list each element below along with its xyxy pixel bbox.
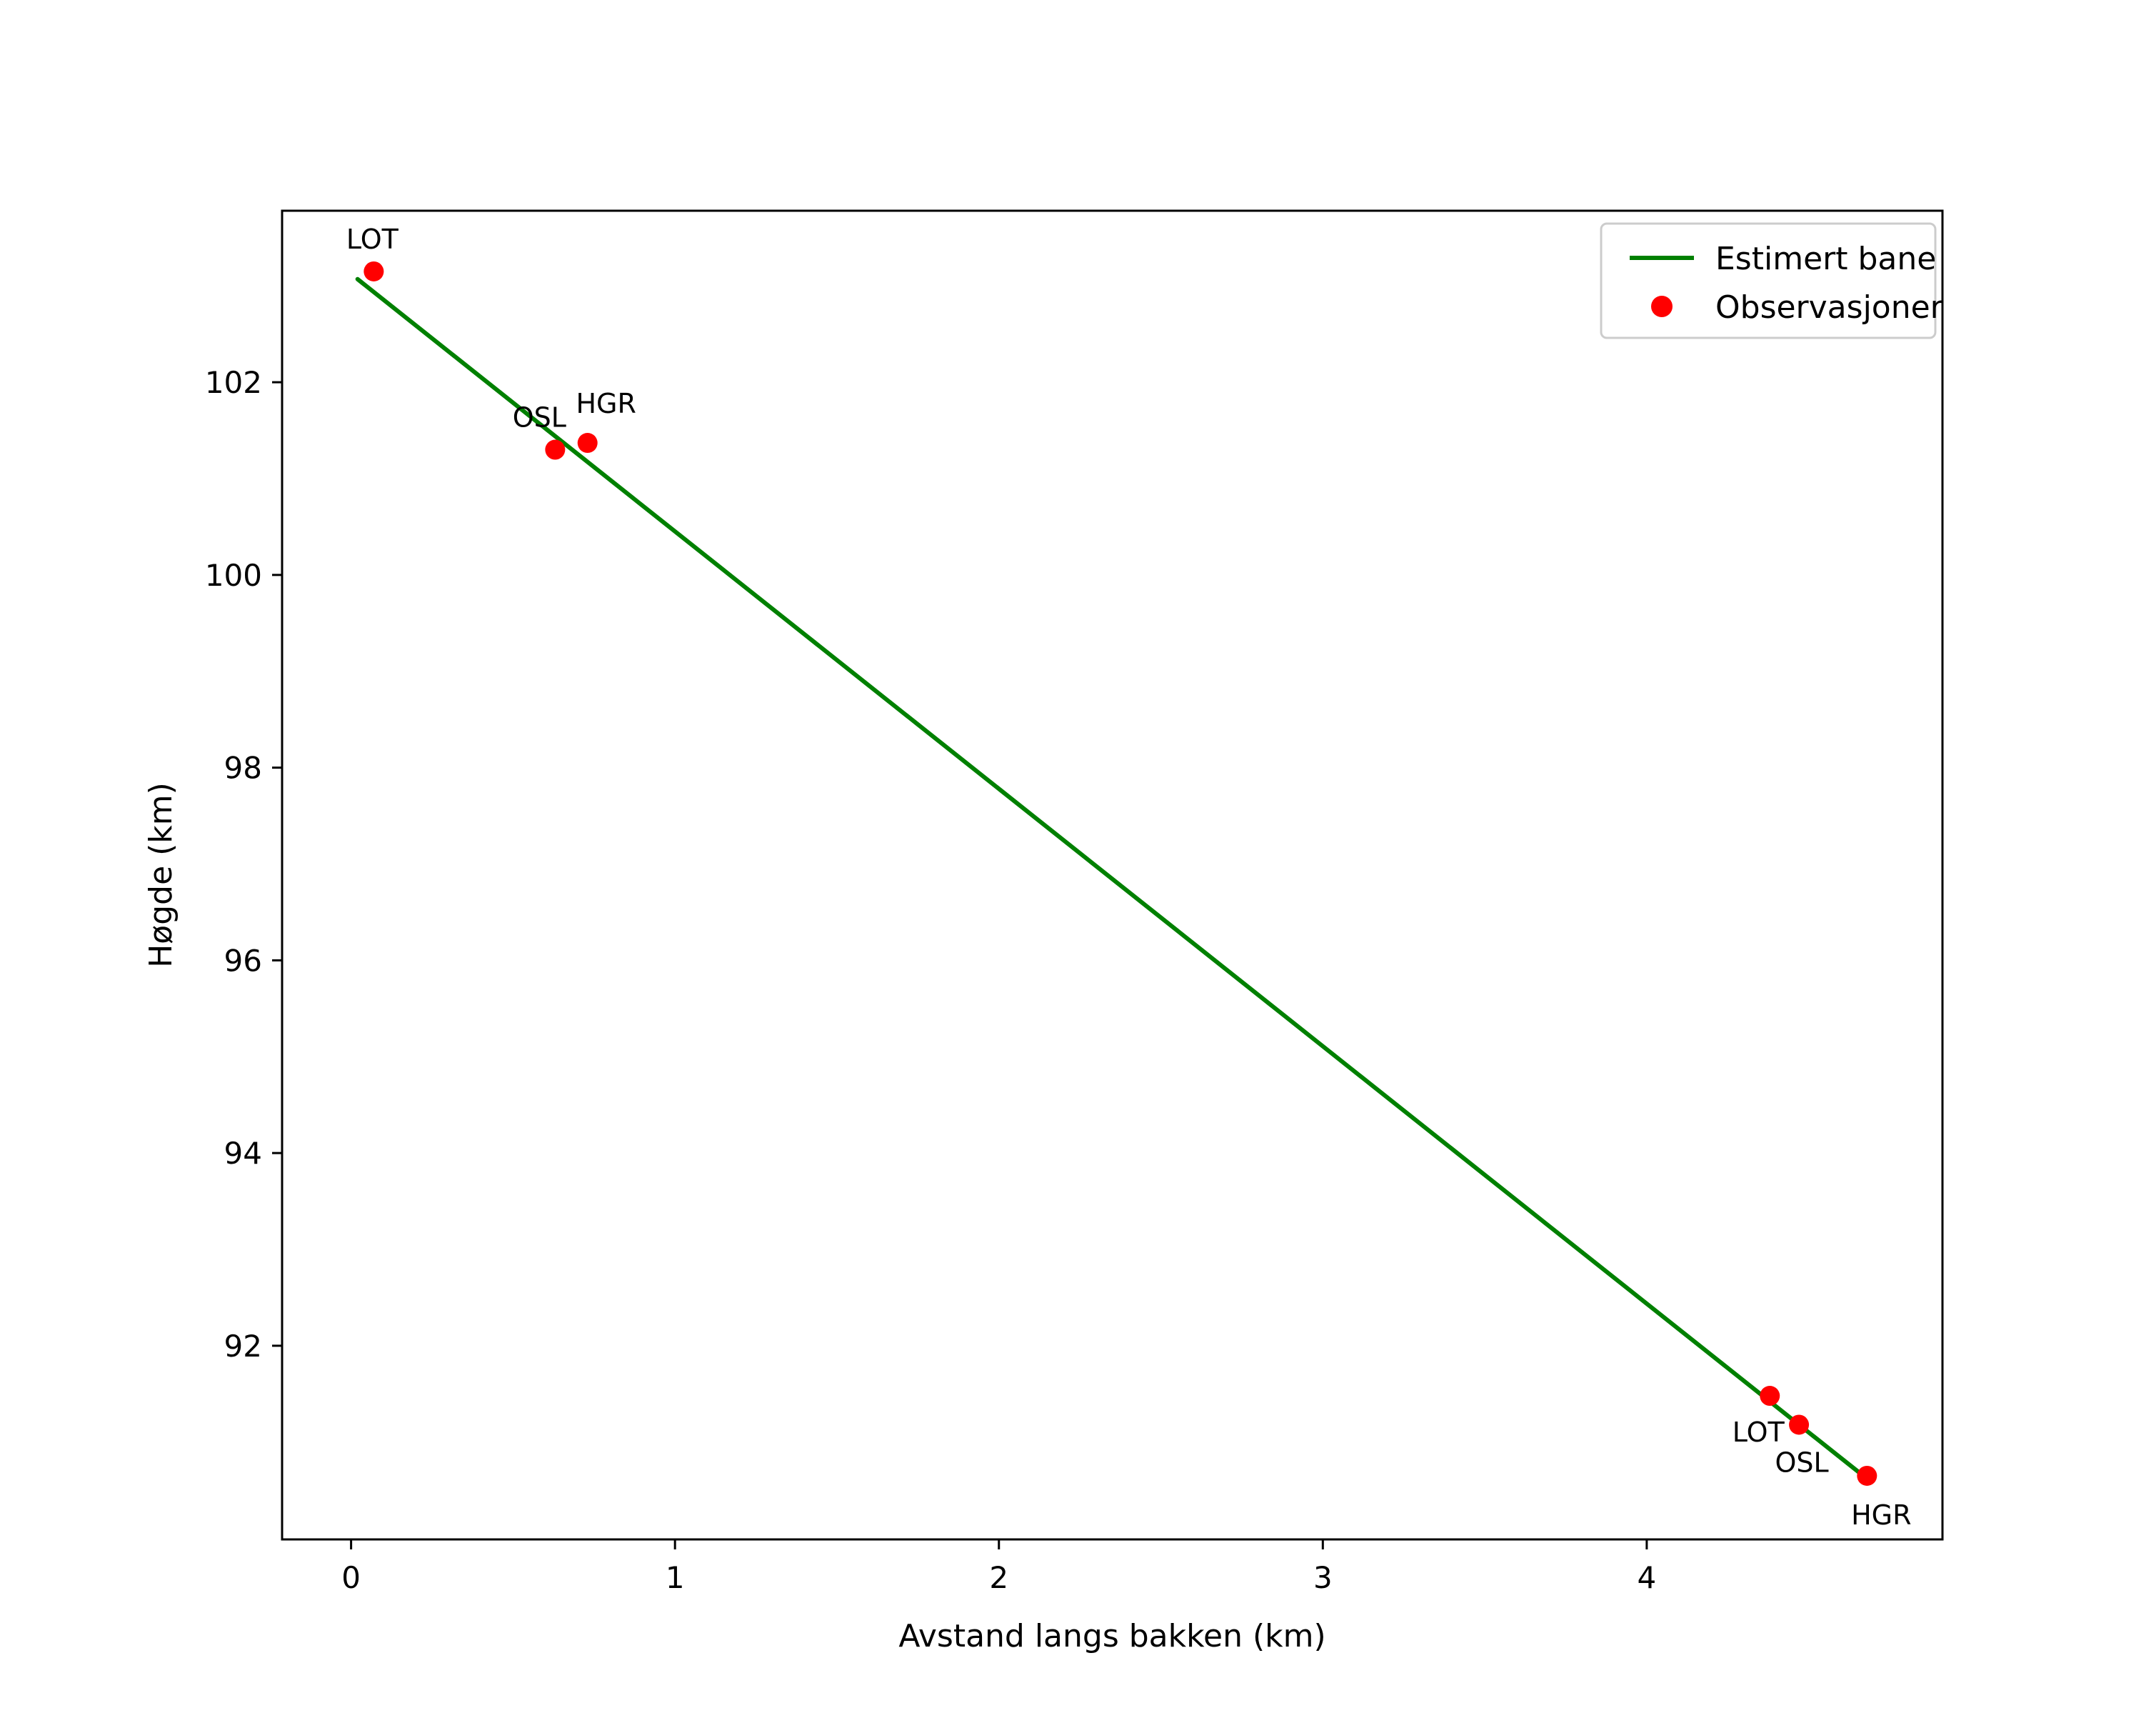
legend-entry-label: Estimert bane xyxy=(1715,241,1936,277)
observation-point xyxy=(363,261,384,281)
y-tick-label: 94 xyxy=(224,1136,262,1171)
legend: Estimert bane Observasjoner xyxy=(1600,222,1944,339)
point-label: LOT xyxy=(346,224,399,255)
point-label: OSL xyxy=(513,402,566,434)
x-axis-label: Avstand langs bakken (km) xyxy=(898,1618,1325,1654)
observation-point xyxy=(545,439,566,460)
y-tick-label: 98 xyxy=(224,751,262,786)
axes-frame xyxy=(281,209,1944,1541)
estimated-path-line xyxy=(355,276,1870,1482)
legend-box xyxy=(1600,222,1937,339)
x-tick-label: 3 xyxy=(1313,1560,1333,1595)
point-label: OSL xyxy=(1775,1447,1828,1478)
observation-point xyxy=(1760,1386,1780,1407)
y-tick-label: 100 xyxy=(205,558,262,593)
y-tick-label: 92 xyxy=(224,1329,262,1364)
observation-point xyxy=(1789,1414,1810,1435)
y-axis-label: Høgde (km) xyxy=(143,782,179,968)
observation-point xyxy=(1857,1465,1877,1486)
x-tick-label: 0 xyxy=(341,1560,361,1595)
legend-entry-label: Observasjoner xyxy=(1715,289,1944,326)
x-tick-label: 2 xyxy=(989,1560,1008,1595)
y-tick-label: 102 xyxy=(205,365,262,400)
legend-dot-sample xyxy=(1651,296,1673,317)
observation-point xyxy=(577,433,598,454)
y-tick-label: 96 xyxy=(224,943,262,978)
point-label: LOT xyxy=(1733,1417,1785,1448)
x-tick-label: 1 xyxy=(666,1560,685,1595)
point-label: HGR xyxy=(1851,1499,1911,1531)
x-tick-label: 4 xyxy=(1638,1560,1657,1595)
point-label: HGR xyxy=(576,388,636,419)
